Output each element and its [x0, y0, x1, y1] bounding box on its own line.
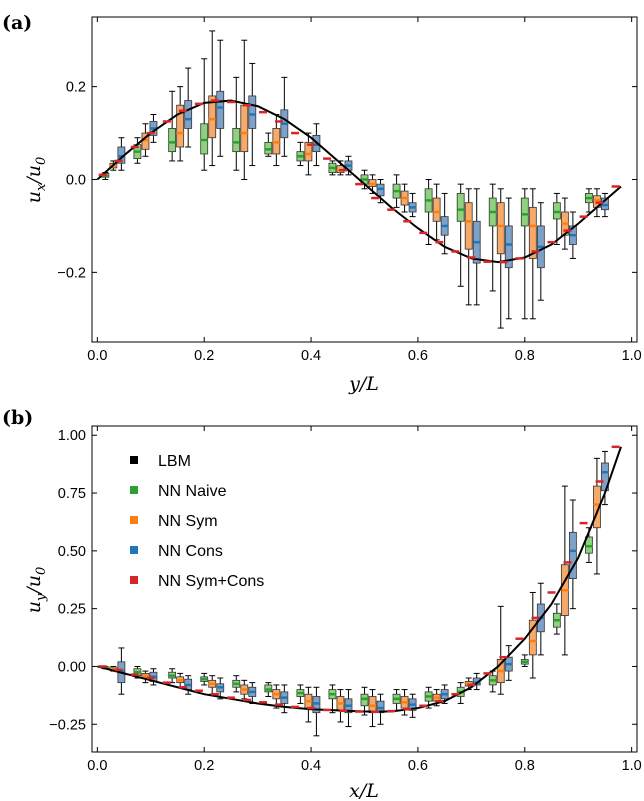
- panel-b-x-axis-label: x/L: [349, 780, 379, 801]
- legend-marker: [130, 576, 138, 584]
- x-tick-label: 1.0: [622, 348, 642, 364]
- box: [184, 100, 193, 129]
- box: [528, 619, 537, 656]
- box: [304, 141, 313, 162]
- box: [208, 95, 217, 139]
- box: [240, 104, 249, 153]
- x-tick-label: 0.4: [301, 348, 321, 364]
- y-tick-label: 0.75: [58, 486, 86, 502]
- panel-b-plot-area: 0.0 0.2 0.4 0.6 0.8 1.0 −0.25 0.00 0.25 0.50 0.75 1…: [49, 426, 642, 774]
- x-tick-label: 0.8: [515, 758, 535, 774]
- panel-a: (a) 0.0 0.2 0.4 0.6 0.8 1.0 −0.2 0.0 0.2 y/L ux/…: [2, 12, 642, 395]
- box: [432, 197, 441, 222]
- x-tick-label: 0.4: [301, 758, 321, 774]
- box: [248, 95, 257, 129]
- box: [528, 206, 537, 259]
- x-tick-label: 0.6: [408, 348, 428, 364]
- legend-marker: [130, 546, 138, 554]
- y-tick-label: −0.25: [49, 717, 86, 733]
- x-tick-label: 0.0: [87, 348, 107, 364]
- x-tick-label: 0.2: [194, 758, 214, 774]
- y-tick-label: 0.50: [58, 544, 86, 560]
- legend-marker: [130, 486, 138, 494]
- legend: LBM NN Naive NN Sym NN Cons NN Sym+Cons: [130, 453, 264, 590]
- panel-a-x-axis-label: y/L: [348, 373, 379, 395]
- box: [176, 104, 185, 148]
- x-tick-label: 1.0: [622, 758, 642, 774]
- box: [464, 202, 473, 250]
- y-tick-label: 0.25: [58, 602, 86, 618]
- x-tick-label: 0.8: [515, 348, 535, 364]
- box: [216, 90, 225, 129]
- legend-label: NN Sym+Cons: [158, 573, 264, 590]
- box: [504, 225, 513, 269]
- y-tick-label: 0.00: [58, 659, 86, 675]
- panel-a-plot-area: 0.0 0.2 0.4 0.6 0.8 1.0 −0.2 0.0 0.2: [57, 17, 642, 364]
- y-tick-label: 0.2: [66, 80, 86, 96]
- legend-marker: [130, 516, 138, 524]
- legend-label: NN Naive: [158, 483, 227, 500]
- box: [232, 128, 241, 153]
- panel-a-frame: [91, 16, 638, 343]
- box: [496, 202, 505, 255]
- panel-a-y-axis-label: ux/u0: [23, 157, 49, 204]
- y-tick-label: 0.0: [66, 173, 86, 189]
- box: [593, 485, 601, 529]
- box: [568, 531, 577, 579]
- y-tick-label: 1.00: [58, 428, 86, 444]
- x-tick-label: 0.2: [194, 348, 214, 364]
- panel-b-label: (b): [2, 407, 33, 429]
- x-tick-label: 0.6: [408, 758, 428, 774]
- legend-label: LBM: [158, 453, 191, 470]
- panel-a-label: (a): [2, 12, 32, 34]
- box: [168, 128, 177, 153]
- x-tick-label: 0.0: [87, 758, 107, 774]
- y-tick-label: −0.2: [57, 265, 86, 281]
- legend-label: NN Sym: [158, 513, 218, 530]
- panel-b: (b) 0.0 0.2 0.4 0.6 0.8 1.0−0.250.000.250.500…: [2, 407, 642, 801]
- box: [520, 197, 529, 227]
- box: [456, 193, 465, 222]
- legend-marker: [130, 456, 138, 464]
- panel-b-frame: [91, 425, 638, 753]
- legend-label: NN Cons: [158, 543, 223, 560]
- lbm-line: [97, 446, 622, 713]
- panel-b-y-axis-label: uy/u0: [23, 567, 49, 614]
